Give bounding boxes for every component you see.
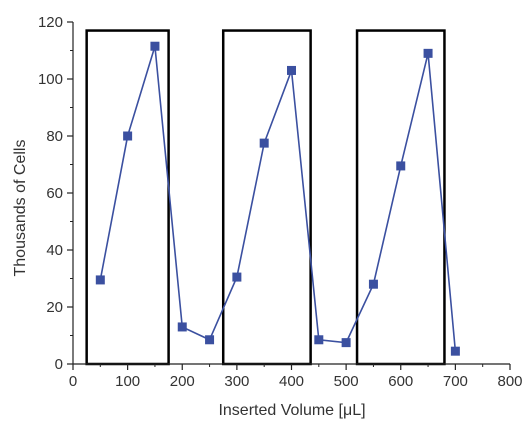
data-point xyxy=(259,138,269,148)
data-point xyxy=(95,275,105,285)
y-tick-label: 20 xyxy=(46,299,63,316)
data-point xyxy=(368,279,378,289)
y-tick-label: 60 xyxy=(46,185,63,202)
series-line xyxy=(99,45,457,352)
y-tick-label: 120 xyxy=(38,14,63,31)
x-axis-label: Inserted Volume [μL] xyxy=(218,402,365,419)
x-tick-label: 400 xyxy=(279,373,304,390)
x-tick-label: 300 xyxy=(224,373,249,390)
data-point xyxy=(232,272,242,282)
data-point xyxy=(341,338,351,348)
data-point xyxy=(314,335,324,345)
axes: 0 100 200 300 400 500 600 700 800 0 20 40 60 80 100 120 xyxy=(38,14,523,390)
x-tick-label: 500 xyxy=(334,373,359,390)
data-point xyxy=(287,65,296,75)
data-point xyxy=(205,335,215,345)
y-tick-label: 0 xyxy=(55,356,63,373)
x-tick-label: 800 xyxy=(497,373,522,390)
highlight-boxes xyxy=(85,29,446,366)
data-point xyxy=(423,48,433,58)
data-point xyxy=(450,346,460,356)
y-tick-label: 40 xyxy=(46,242,63,259)
y-tick-label: 80 xyxy=(46,128,63,145)
x-tick-label: 100 xyxy=(115,373,140,390)
y-tick-label: 100 xyxy=(38,71,63,88)
data-point xyxy=(177,322,187,332)
x-tick-label: 600 xyxy=(388,373,413,390)
y-axis-label: Thousands of Cells xyxy=(12,140,29,277)
data-point xyxy=(396,161,406,171)
x-tick-label: 0 xyxy=(69,373,77,390)
x-tick-label: 700 xyxy=(443,373,468,390)
data-series xyxy=(95,41,460,356)
data-point xyxy=(150,41,160,51)
highlight-box xyxy=(85,29,170,366)
highlight-box xyxy=(221,29,312,366)
x-tick-label: 200 xyxy=(170,373,195,390)
data-point xyxy=(123,131,133,141)
